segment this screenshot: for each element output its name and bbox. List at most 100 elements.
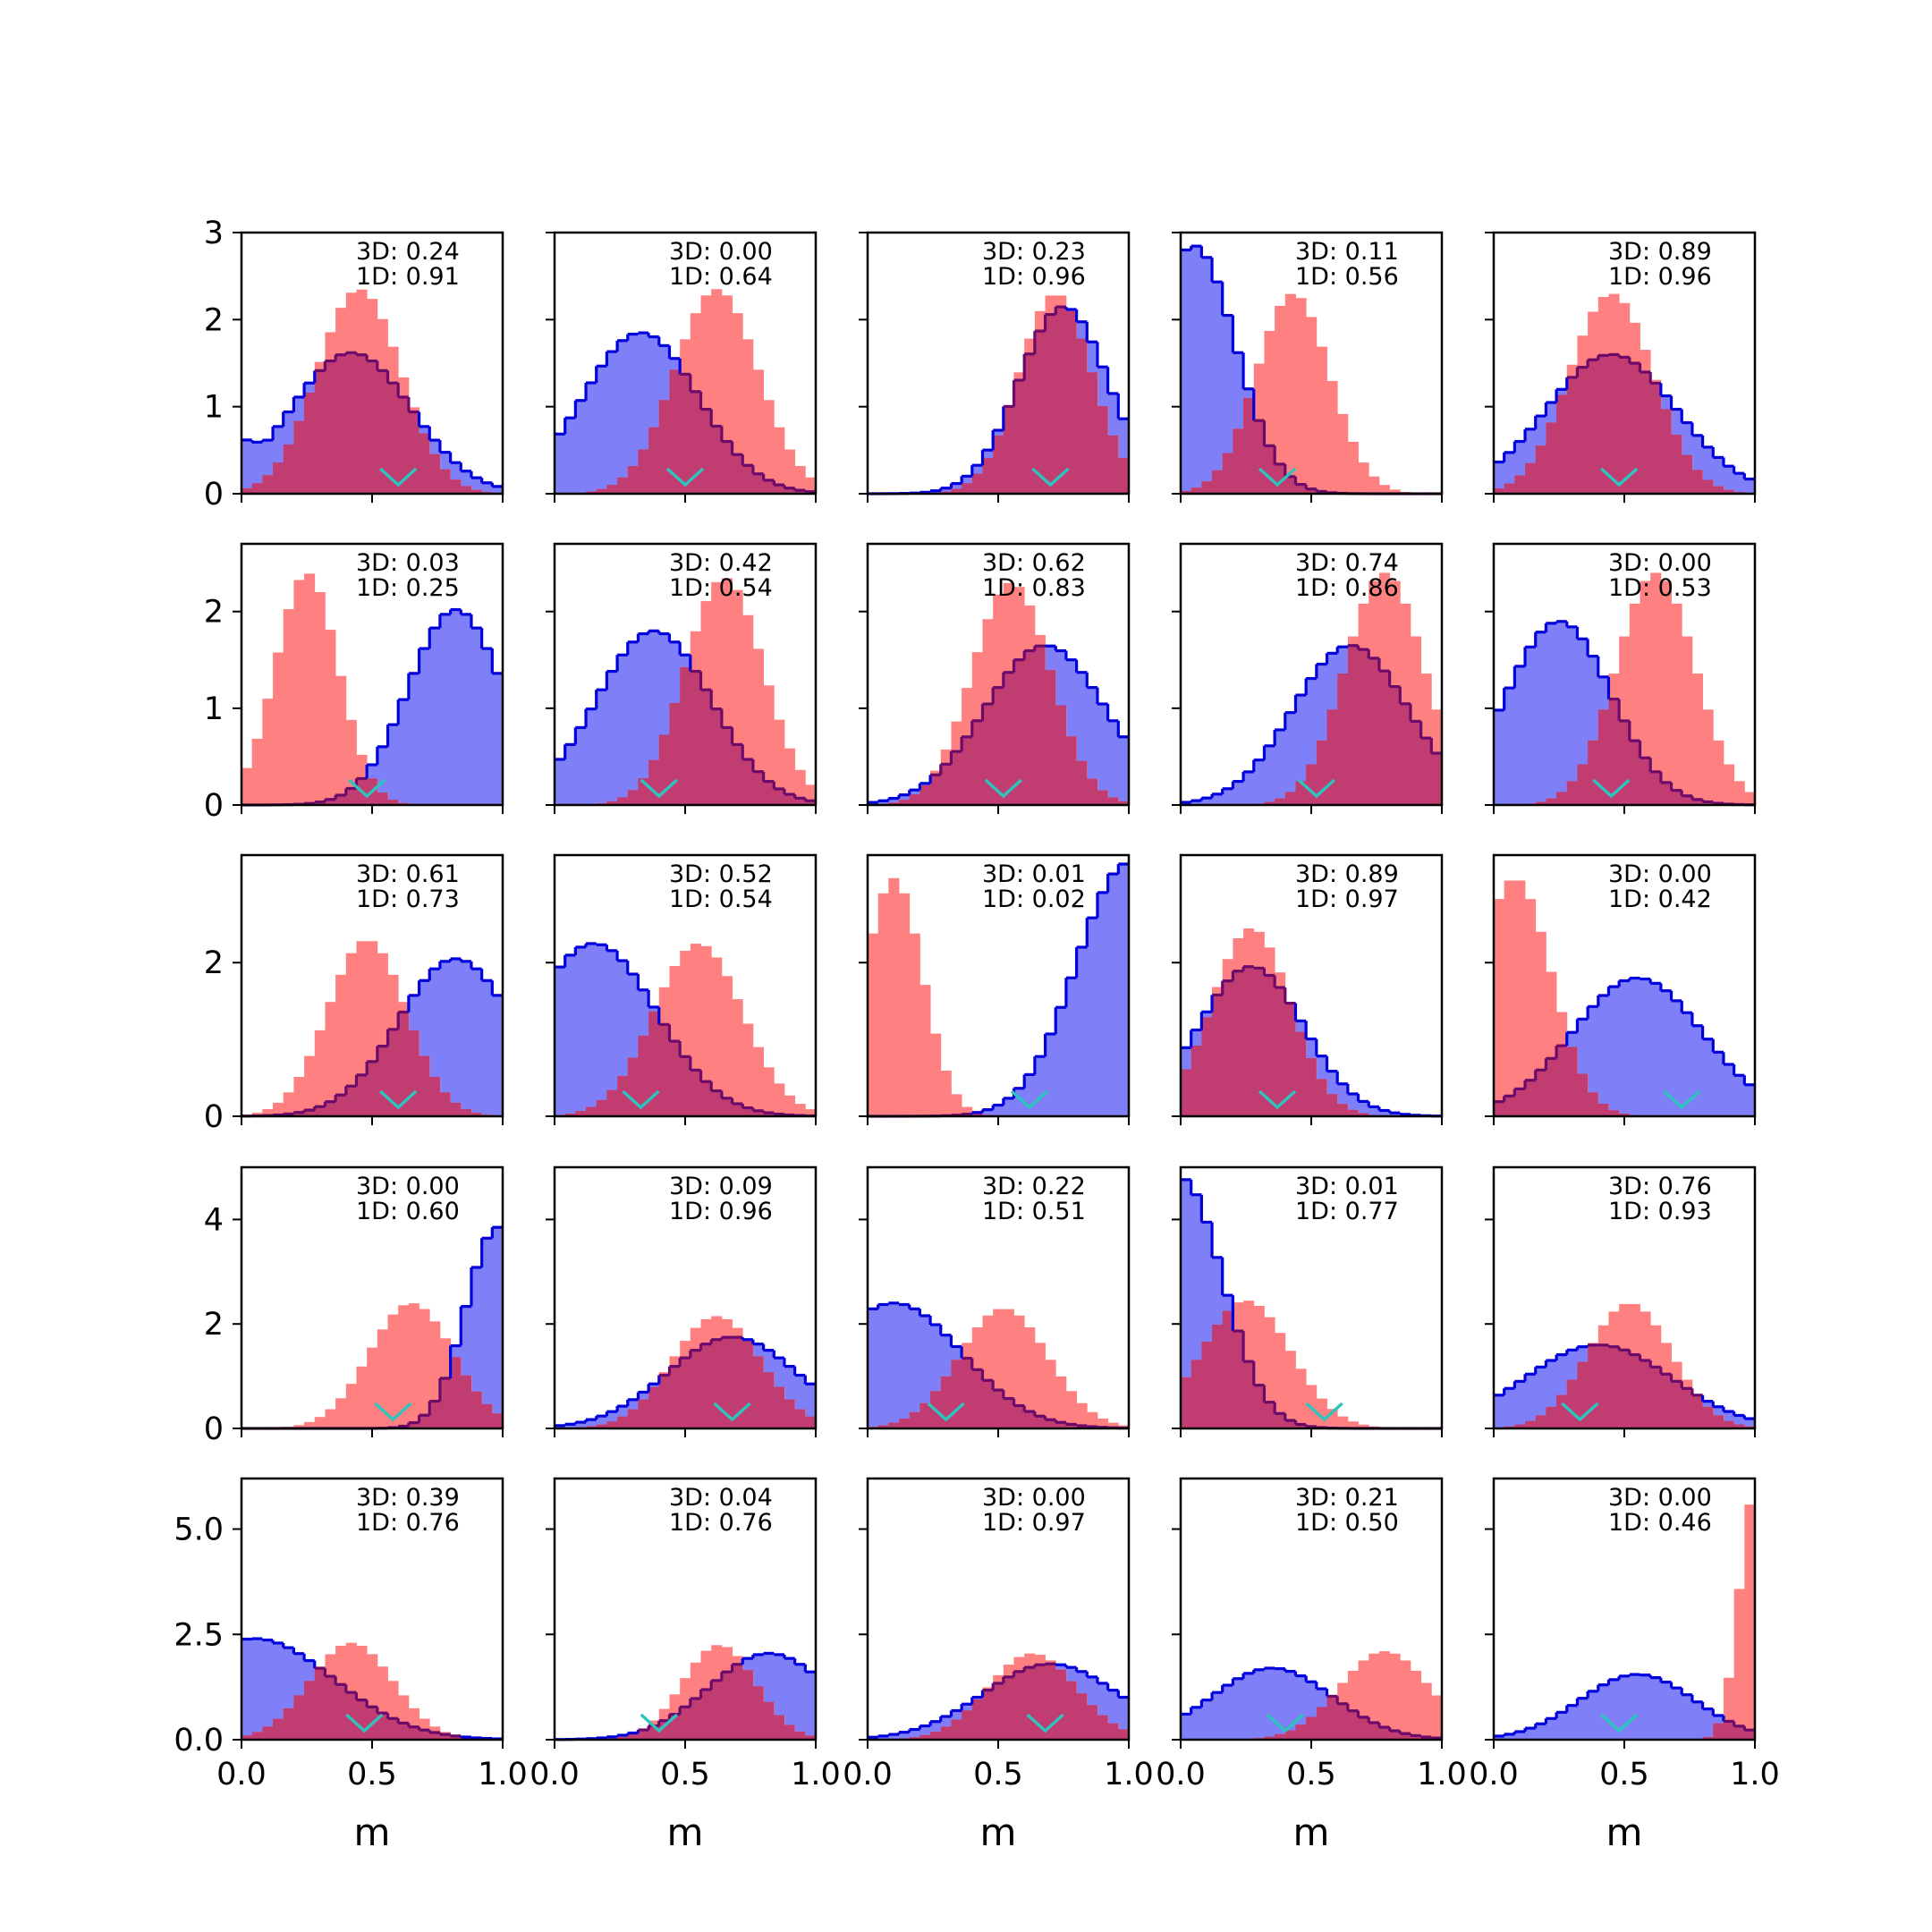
red-histogram-bar [940, 1071, 952, 1116]
red-histogram-bar [1347, 1421, 1359, 1428]
stat-3d-label: 3D: 0.09 [669, 1173, 773, 1200]
red-histogram-bar [293, 1077, 305, 1116]
stat-1d-label: 1D: 0.51 [982, 1198, 1086, 1225]
marker-v [622, 1089, 660, 1110]
stat-1d-label: 1D: 0.77 [1295, 1198, 1399, 1225]
red-histogram-bar [325, 1409, 336, 1428]
blue-histogram-fill [242, 958, 503, 1116]
x-tick-label: 1.0 [1104, 1757, 1154, 1792]
red-histogram-bar [794, 466, 806, 494]
red-histogram-bar [909, 933, 920, 1116]
marker-v [1031, 467, 1070, 487]
marker-v [713, 1402, 751, 1422]
marker-v [347, 778, 386, 799]
overlap-fill [555, 1337, 816, 1428]
red-histogram-bar [1347, 441, 1359, 494]
red-histogram-bar [784, 1095, 796, 1116]
red-histogram-bar [304, 573, 316, 805]
red-histogram-bar [262, 1109, 274, 1116]
marker-v [1599, 467, 1639, 487]
marker-v [374, 1402, 412, 1422]
red-histogram-bar [1368, 1653, 1380, 1740]
overlap-fill [868, 307, 1129, 494]
marker-v [1026, 1713, 1064, 1733]
x-axis-label: m [1293, 1810, 1330, 1854]
red-histogram-bar [1087, 1411, 1098, 1428]
red-histogram-bar [1640, 580, 1651, 805]
stat-3d-label: 3D: 0.23 [982, 238, 1086, 266]
red-histogram-bar [784, 748, 796, 805]
y-tick-label: 2.5 [174, 1617, 224, 1653]
stat-3d-label: 3D: 0.42 [669, 549, 773, 577]
red-histogram-bar [962, 1106, 973, 1116]
red-histogram-bar [1682, 636, 1693, 805]
x-axis-label: m [667, 1810, 704, 1854]
red-histogram-bar [794, 769, 806, 805]
overlap-fill [1494, 1721, 1755, 1740]
red-histogram-bar [283, 1092, 294, 1116]
overlap-fill [1494, 699, 1755, 805]
x-tick-label: 0.0 [1156, 1757, 1206, 1792]
red-histogram-bar [1358, 1424, 1369, 1428]
x-axis-label: m [354, 1810, 391, 1854]
red-histogram-bar [1097, 1418, 1109, 1428]
overlap-fill [1181, 1310, 1442, 1428]
stat-3d-label: 3D: 0.89 [1608, 238, 1712, 266]
red-histogram-bar [1744, 792, 1756, 805]
red-histogram-bar [1358, 462, 1369, 494]
red-histogram-bar [1284, 293, 1296, 494]
stat-1d-label: 1D: 0.96 [669, 1198, 773, 1225]
red-histogram-bar [951, 1094, 962, 1116]
stat-3d-label: 3D: 0.01 [982, 860, 1086, 888]
stat-3d-label: 3D: 0.21 [1295, 1484, 1399, 1512]
red-histogram-bar [1671, 603, 1682, 805]
overlap-fill [555, 666, 816, 805]
overlap-fill [1181, 1696, 1442, 1740]
red-histogram-bar [387, 1314, 399, 1428]
stat-1d-label: 1D: 0.53 [1608, 574, 1712, 602]
red-histogram-bar [1368, 476, 1380, 494]
red-histogram-bar [1494, 899, 1505, 1116]
red-histogram-bar [1744, 1504, 1756, 1740]
y-tick-label: 0 [204, 1099, 224, 1135]
stat-3d-label: 3D: 0.39 [356, 1484, 460, 1512]
red-histogram-bar [1650, 572, 1662, 805]
stat-1d-label: 1D: 0.60 [356, 1198, 460, 1225]
stat-3d-label: 3D: 0.03 [356, 549, 460, 577]
y-tick-label: 1 [204, 691, 224, 727]
overlap-fill [868, 646, 1129, 805]
overlap-fill [242, 1012, 503, 1116]
stat-1d-label: 1D: 0.54 [669, 886, 773, 913]
marker-v [927, 1402, 965, 1422]
y-tick-label: 3 [204, 216, 224, 251]
red-histogram-bar [1275, 1333, 1286, 1428]
red-histogram-bar [314, 1417, 326, 1428]
stat-1d-label: 1D: 0.56 [1295, 263, 1399, 291]
red-histogram-bar [1389, 489, 1401, 494]
stat-3d-label: 3D: 0.62 [982, 549, 1086, 577]
marker-v [1663, 1089, 1701, 1110]
overlap-fill [555, 369, 816, 494]
red-histogram-bar [283, 609, 294, 805]
stat-3d-label: 3D: 0.00 [356, 1173, 460, 1200]
marker-v [1599, 1713, 1639, 1733]
x-tick-label: 0.0 [530, 1757, 580, 1792]
red-histogram-bar [242, 767, 253, 805]
stat-1d-label: 1D: 0.93 [1608, 1198, 1712, 1225]
red-histogram-bar [930, 1033, 942, 1116]
red-histogram-bar [732, 313, 743, 494]
y-tick-label: 0 [204, 788, 224, 824]
red-histogram-bar [700, 945, 712, 1116]
red-histogram-bar [774, 1083, 785, 1116]
stat-3d-label: 3D: 0.00 [1608, 860, 1712, 888]
marker-v [984, 778, 1023, 799]
overlap-fill [555, 1664, 816, 1740]
blue-histogram-fill [555, 943, 816, 1116]
red-histogram-bar [1295, 298, 1307, 494]
